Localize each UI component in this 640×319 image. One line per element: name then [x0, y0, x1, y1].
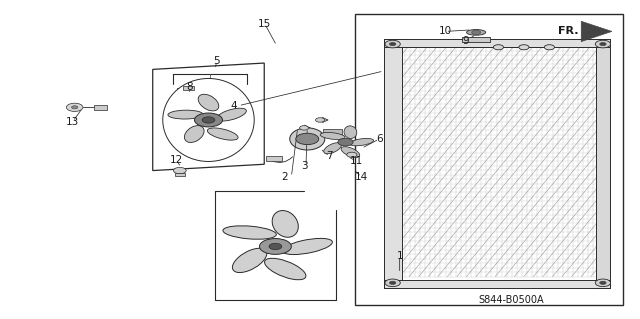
Ellipse shape [349, 138, 374, 146]
Circle shape [385, 279, 400, 286]
Text: 8: 8 [187, 82, 193, 92]
Circle shape [195, 113, 223, 127]
Bar [462, 37, 490, 42]
Ellipse shape [184, 126, 204, 143]
Bar [384, 39, 610, 47]
Ellipse shape [290, 128, 324, 150]
Circle shape [385, 40, 400, 48]
Ellipse shape [272, 211, 298, 237]
Circle shape [472, 30, 481, 34]
Ellipse shape [163, 78, 254, 161]
Circle shape [493, 45, 504, 50]
Text: 6: 6 [376, 134, 383, 144]
Circle shape [67, 103, 83, 111]
Ellipse shape [320, 132, 345, 139]
Circle shape [600, 281, 606, 285]
Text: 10: 10 [439, 26, 452, 36]
Ellipse shape [207, 128, 238, 140]
Circle shape [338, 138, 353, 146]
Text: 3: 3 [301, 161, 307, 171]
Bar [323, 130, 342, 136]
Ellipse shape [223, 226, 276, 239]
Text: 11: 11 [349, 156, 363, 166]
Ellipse shape [282, 238, 332, 255]
Text: S844-B0500A: S844-B0500A [478, 295, 544, 305]
Text: 9: 9 [462, 36, 468, 46]
Polygon shape [153, 63, 264, 171]
Text: 4: 4 [230, 101, 237, 111]
Ellipse shape [344, 126, 356, 138]
Ellipse shape [264, 258, 306, 280]
Circle shape [296, 133, 319, 145]
Circle shape [72, 106, 78, 109]
Text: 2: 2 [282, 172, 288, 182]
Ellipse shape [341, 147, 360, 157]
Bar [94, 105, 106, 109]
Circle shape [316, 118, 324, 122]
Ellipse shape [198, 94, 219, 111]
Circle shape [269, 243, 282, 250]
Polygon shape [581, 21, 612, 41]
Text: 7: 7 [326, 151, 333, 161]
Bar [175, 173, 185, 176]
Ellipse shape [467, 30, 486, 35]
Ellipse shape [217, 108, 246, 121]
Text: FR.: FR. [557, 26, 578, 36]
Text: 1: 1 [396, 251, 403, 261]
Bar [183, 86, 195, 90]
Circle shape [173, 167, 186, 174]
Circle shape [259, 239, 291, 254]
Circle shape [544, 45, 554, 50]
Circle shape [300, 126, 308, 130]
Bar [266, 156, 282, 161]
Circle shape [390, 42, 396, 46]
Ellipse shape [324, 143, 342, 154]
Circle shape [595, 40, 611, 48]
Text: 14: 14 [355, 172, 368, 182]
Circle shape [519, 45, 529, 50]
Circle shape [595, 279, 611, 286]
Text: 13: 13 [66, 116, 79, 127]
Text: 5: 5 [214, 56, 220, 66]
Text: 15: 15 [258, 19, 271, 28]
Text: 12: 12 [170, 154, 182, 165]
Bar [384, 280, 610, 287]
Bar [596, 39, 610, 287]
Circle shape [390, 281, 396, 285]
Circle shape [600, 42, 606, 46]
Ellipse shape [232, 248, 267, 272]
Bar [384, 39, 401, 287]
Bar [355, 14, 623, 305]
Circle shape [202, 117, 215, 123]
Ellipse shape [168, 110, 203, 119]
Circle shape [347, 152, 357, 157]
